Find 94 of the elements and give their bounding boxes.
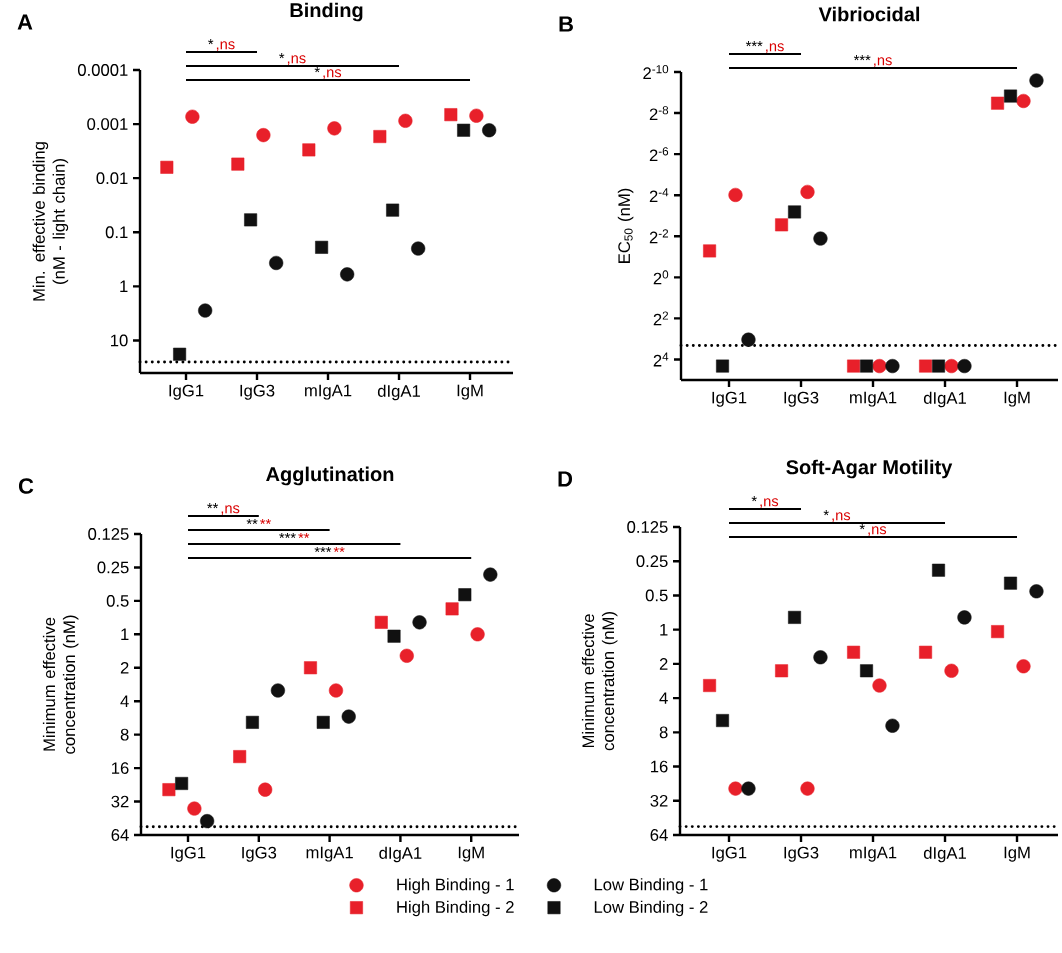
y-tick-label: 2$^{0}$ [653, 270, 669, 285]
y-tick-label: 0.125 [627, 521, 668, 533]
y-tick-label: 0.125 [88, 528, 129, 540]
y-tick-label: 16 [112, 762, 129, 775]
y-tick-label: 0.0001 [77, 64, 128, 76]
x-tick-label: IgM [1004, 846, 1030, 862]
x-tick-label: IgG3 [784, 846, 819, 862]
y-tick-label: 4 [659, 692, 668, 704]
y-tick-label: 10 [111, 334, 128, 347]
legend-label: High Binding - 1 [397, 878, 514, 894]
annotation: ,ns [868, 526, 887, 537]
text: *** [745, 41, 763, 47]
text: ,ns [832, 512, 851, 523]
chart-title: Vibriocidal [818, 6, 920, 22]
text: ,ns [760, 498, 779, 509]
annotation: ** [333, 546, 345, 553]
x-tick-label: IgG1 [171, 846, 206, 862]
chart-title: Agglutination [266, 466, 394, 486]
x-tick-label: IgM [457, 384, 483, 400]
annotation: * [859, 524, 865, 530]
y-tick-label: 2 [120, 661, 129, 674]
y-tick-label: 8 [659, 726, 668, 739]
x-tick-label: mIgA1 [305, 384, 352, 400]
y-tick-label: 0.25 [97, 561, 129, 574]
text: ,ns [874, 57, 892, 68]
x-tick-label: dIgA1 [923, 846, 966, 863]
x-tick-label: IgG1 [169, 384, 204, 400]
y-tick-label: 32 [650, 794, 668, 807]
text: C [18, 478, 34, 494]
y-axis-title: Minimum effective concentration (nM) [42, 615, 79, 754]
y-tick-label: 2 [659, 658, 668, 670]
x-tick-label: IgG3 [240, 384, 275, 400]
chart-title: Soft-Agar Motility [786, 459, 953, 479]
y-tick-label: 1 [660, 623, 668, 636]
y-tick-label: 1 [120, 280, 128, 293]
text: *** [853, 55, 871, 61]
text: ,ns [221, 505, 240, 516]
y-axis-title: Min. effective binding (nM - light chain) [32, 142, 69, 301]
x-tick-label: dIgA1 [379, 846, 422, 863]
chart-title: Binding [290, 2, 363, 22]
text: * [751, 496, 757, 502]
annotation: ,ns [323, 69, 342, 80]
legend-label: High Binding - 2 [397, 900, 514, 917]
y-tick-label: 8 [120, 728, 129, 741]
y-tick-label: 2$^{-8}$ [649, 106, 669, 121]
x-tick-label: IgG1 [712, 846, 747, 862]
y-tick-label: 2$^{4}$ [653, 352, 669, 367]
y-tick-label: 0.001 [87, 118, 128, 130]
y-tick-label: 32 [111, 795, 129, 808]
annotation: * [314, 67, 320, 73]
text: A [17, 14, 33, 30]
x-tick-label: IgG3 [242, 846, 277, 862]
x-tick-label: IgM [458, 846, 484, 862]
y-tick-label: 16 [651, 760, 668, 773]
y-axis-title: EC$_{50}$ (nM) [617, 188, 634, 263]
legend-label: Low Binding - 2 [594, 900, 708, 917]
y-axis-title: Minimum effective concentration (nM) [581, 612, 618, 751]
text: ** [260, 518, 271, 525]
y-tick-label: 0.5 [106, 594, 129, 607]
text: B [559, 16, 573, 32]
y-tick-label: 2$^{2}$ [653, 311, 669, 326]
annotation: ** [298, 532, 310, 539]
legend-label: Low Binding - 1 [594, 878, 708, 894]
y-tick-label: 2$^{-6}$ [649, 147, 669, 162]
x-tick-label: IgM [1004, 391, 1030, 407]
x-tick-label: mIgA1 [850, 846, 897, 862]
y-tick-label: 0.25 [636, 555, 668, 568]
y-tick-label: 4 [120, 695, 129, 707]
y-tick-label: 1 [121, 628, 129, 641]
x-tick-label: dIgA1 [377, 384, 420, 401]
x-tick-label: mIgA1 [850, 391, 897, 407]
text: * [823, 510, 829, 516]
text: * [279, 53, 285, 59]
text: ** [207, 503, 219, 509]
y-tick-label: 0.1 [105, 226, 128, 239]
text: * [208, 39, 214, 45]
annotation: *** [314, 546, 332, 553]
y-tick-label: 64 [650, 829, 668, 841]
text: D [558, 471, 573, 487]
y-tick-label: 0.5 [645, 589, 668, 602]
text: ,ns [287, 55, 306, 66]
x-tick-label: dIgA1 [923, 391, 966, 408]
y-tick-label: 2$^{-4}$ [649, 188, 669, 203]
x-tick-label: IgG3 [784, 391, 819, 407]
text: ** [246, 518, 258, 525]
y-tick-label: 2$^{-2}$ [649, 229, 669, 244]
annotation: *** [279, 532, 296, 539]
x-tick-label: mIgA1 [306, 846, 353, 862]
text: ,ns [766, 43, 784, 54]
y-tick-label: 2$^{-10}$ [643, 65, 669, 79]
y-tick-label: 64 [111, 829, 129, 841]
text: ,ns [216, 41, 235, 52]
x-tick-label: IgG1 [712, 391, 747, 407]
y-tick-label: 0.01 [96, 172, 128, 185]
